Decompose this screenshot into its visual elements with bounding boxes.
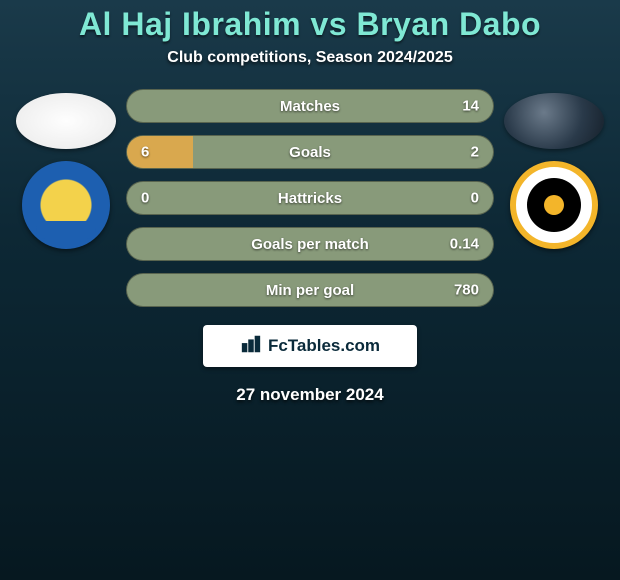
comparison-layout: Matches 14 6 Goals 2 0 Hattricks 0 Goals per mat… — [0, 89, 620, 307]
stat-fill-left — [127, 136, 193, 168]
stat-label: Matches — [280, 98, 340, 115]
stat-bar: Matches 14 — [126, 89, 494, 123]
stat-value-right: 780 — [454, 282, 479, 299]
stat-bar: Goals per match 0.14 — [126, 227, 494, 261]
stat-label: Goals per match — [251, 236, 369, 253]
stat-label: Hattricks — [278, 190, 342, 207]
chart-icon — [240, 333, 262, 360]
stat-label: Min per goal — [266, 282, 354, 299]
right-player-column — [494, 89, 614, 249]
brand-badge[interactable]: FcTables.com — [203, 325, 417, 367]
stat-bar: Min per goal 780 — [126, 273, 494, 307]
stat-bar: 6 Goals 2 — [126, 135, 494, 169]
stats-column: Matches 14 6 Goals 2 0 Hattricks 0 Goals per mat… — [126, 89, 494, 307]
stat-label: Goals — [289, 144, 331, 161]
stat-value-left: 0 — [141, 190, 149, 207]
comparison-card: Al Haj Ibrahim vs Bryan Dabo Club compet… — [0, 0, 620, 580]
club-badge-left-icon — [22, 161, 110, 249]
brand-label: FcTables.com — [268, 336, 380, 356]
stat-value-right: 14 — [462, 98, 479, 115]
page-title: Al Haj Ibrahim vs Bryan Dabo — [0, 6, 620, 43]
left-player-column — [6, 89, 126, 249]
stat-value-right: 0.14 — [450, 236, 479, 253]
stat-value-right: 0 — [471, 190, 479, 207]
page-subtitle: Club competitions, Season 2024/2025 — [0, 49, 620, 67]
stat-bar: 0 Hattricks 0 — [126, 181, 494, 215]
player-photo-right-icon — [504, 93, 604, 149]
stat-value-right: 2 — [471, 144, 479, 161]
date-label: 27 november 2024 — [0, 385, 620, 405]
stat-value-left: 6 — [141, 144, 149, 161]
club-badge-right-icon — [510, 161, 598, 249]
player-photo-left-icon — [16, 93, 116, 149]
